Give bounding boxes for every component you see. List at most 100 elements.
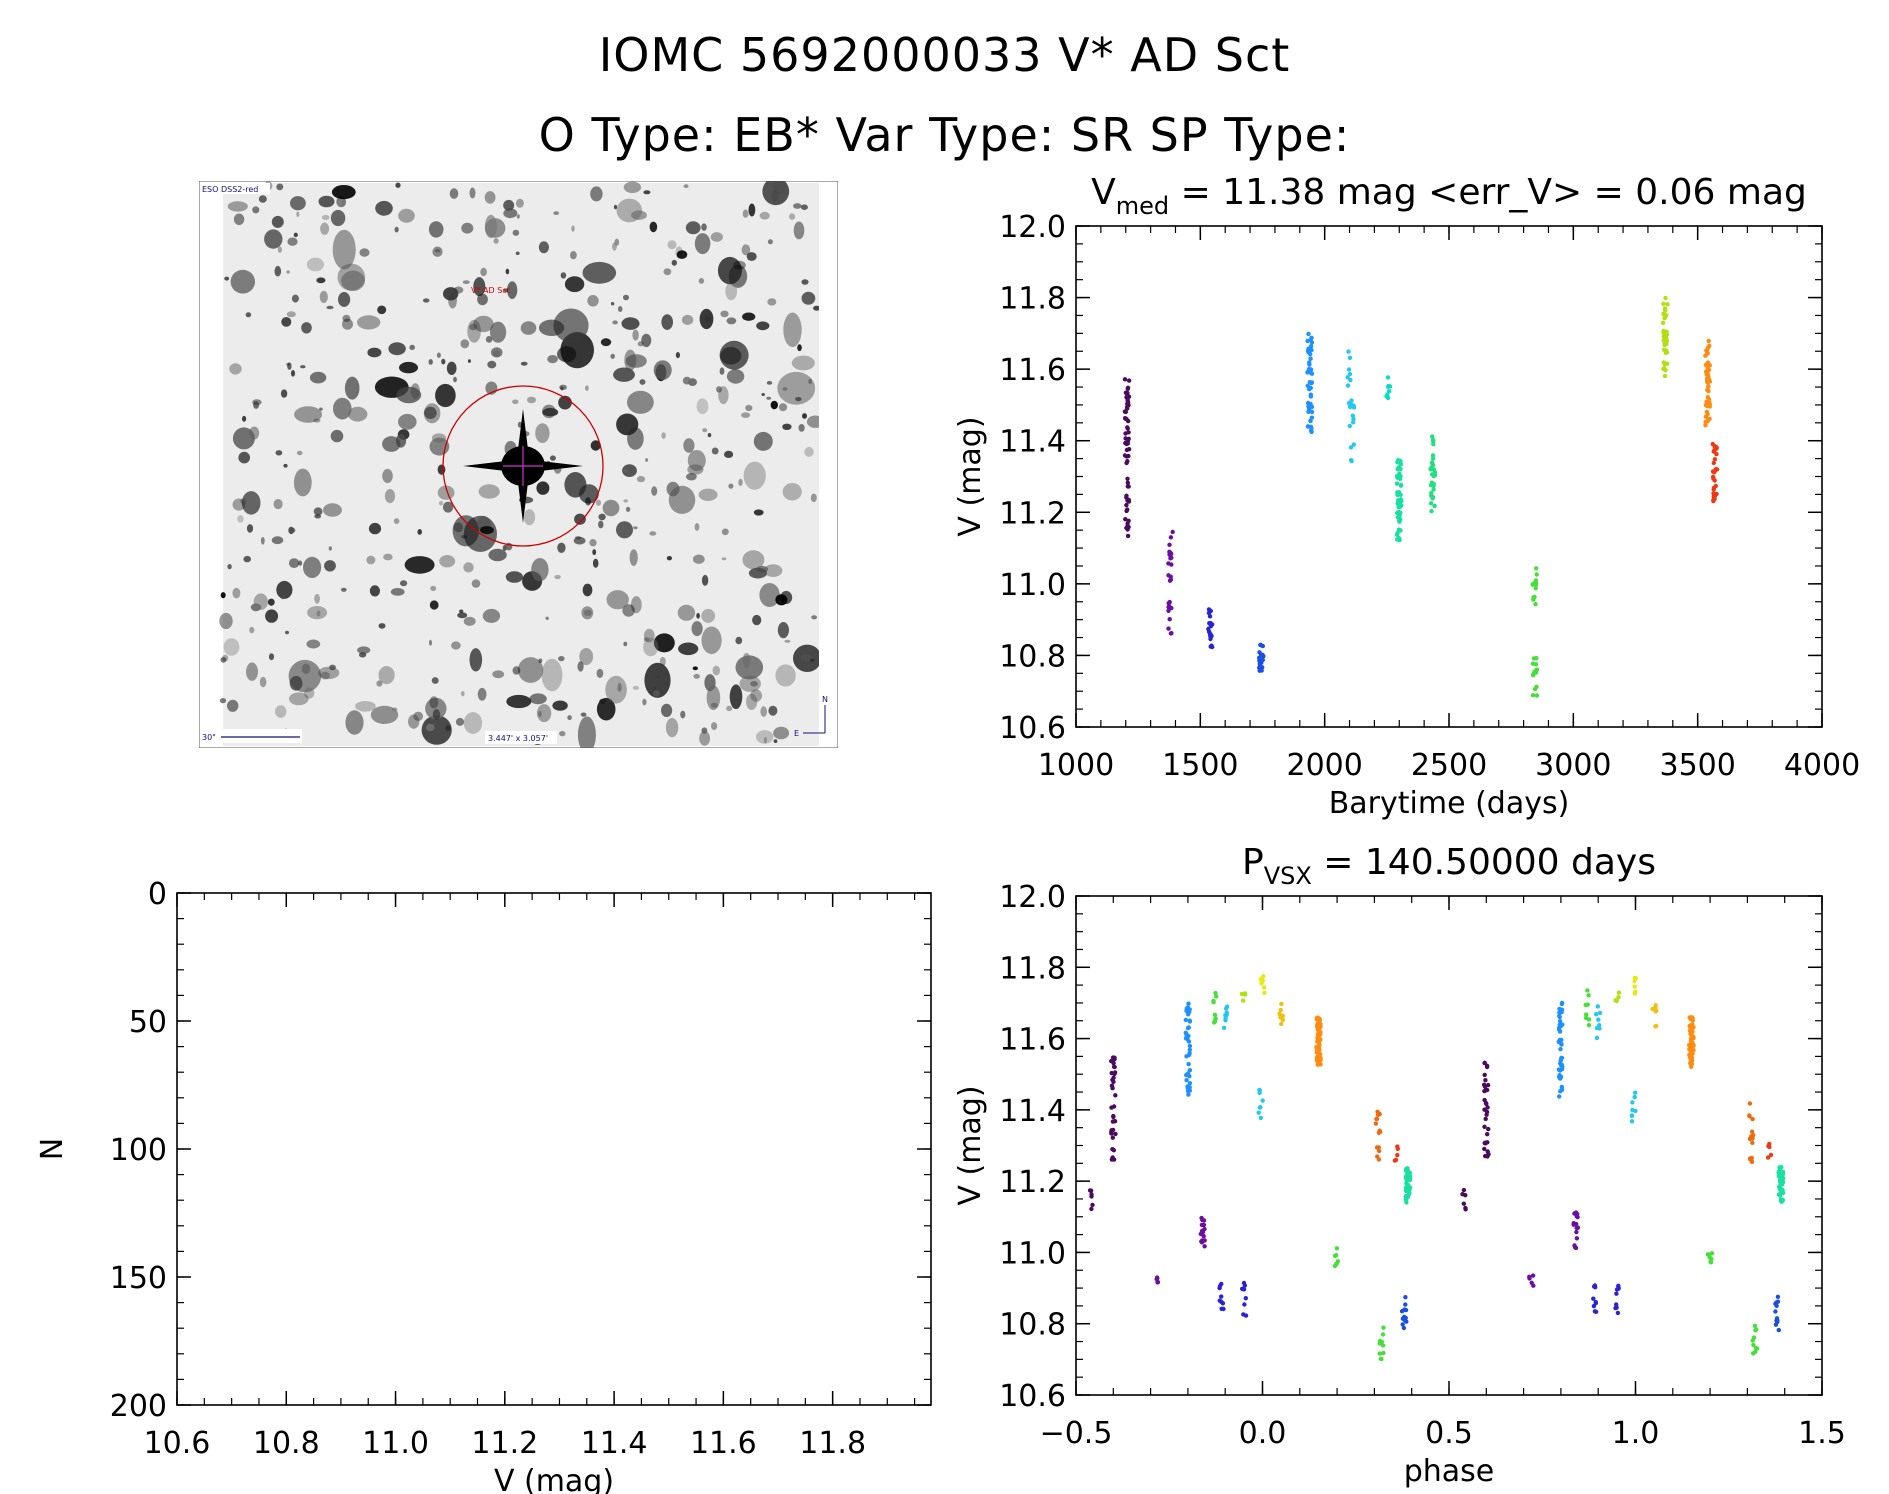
- data-point: [1345, 383, 1351, 388]
- data-point: [1710, 469, 1716, 474]
- field-star: [717, 256, 742, 285]
- field-star: [332, 229, 356, 270]
- data-point: [1559, 1063, 1564, 1068]
- data-point: [1405, 1170, 1410, 1176]
- field-star: [432, 246, 443, 257]
- data-point: [1112, 1055, 1117, 1060]
- data-point: [1747, 1136, 1753, 1142]
- data-point: [1664, 350, 1670, 355]
- data-point: [1317, 1047, 1322, 1053]
- field-star: [453, 376, 457, 383]
- data-point: [1206, 610, 1212, 616]
- data-point: [1213, 990, 1218, 996]
- plot-frame: [1075, 895, 1823, 1396]
- field-star: [331, 185, 356, 200]
- field-star: [612, 242, 617, 251]
- field-star: [490, 321, 507, 343]
- data-point: [1559, 1007, 1565, 1012]
- field-star: [649, 221, 658, 233]
- data-point: [1404, 1186, 1410, 1192]
- data-point: [1124, 493, 1129, 498]
- field-star: [547, 355, 558, 364]
- field-star: [676, 250, 688, 259]
- data-point: [1664, 332, 1670, 337]
- data-point: [1689, 1015, 1694, 1020]
- data-point: [1109, 1083, 1115, 1088]
- field-star: [701, 626, 722, 655]
- data-point: [1398, 458, 1403, 464]
- finder-right-margin: [819, 182, 837, 747]
- data-point: [1712, 493, 1718, 499]
- data-point: [1559, 1066, 1565, 1072]
- data-point: [1398, 474, 1403, 479]
- field-star: [558, 656, 565, 662]
- data-point: [1125, 476, 1130, 481]
- field-star: [478, 484, 500, 499]
- data-point: [1704, 399, 1709, 404]
- data-point: [1703, 419, 1708, 425]
- x-tick-label: 0.5: [1425, 1416, 1473, 1451]
- data-point: [1308, 392, 1314, 397]
- data-point: [1404, 1193, 1409, 1199]
- data-point: [1110, 1086, 1115, 1091]
- field-star: [624, 349, 637, 371]
- data-point: [1309, 347, 1314, 353]
- data-point: [1277, 1011, 1282, 1017]
- field-star: [707, 433, 712, 438]
- data-point: [1688, 1023, 1693, 1028]
- data-point: [1125, 498, 1130, 503]
- data-point: [1124, 502, 1129, 508]
- data-point: [1125, 425, 1130, 430]
- field-star: [721, 557, 727, 561]
- data-point: [1170, 529, 1175, 535]
- data-point: [1556, 1039, 1561, 1045]
- data-point: [1087, 1188, 1093, 1193]
- data-point: [1345, 375, 1350, 380]
- data-point: [1705, 345, 1711, 350]
- data-point: [1527, 1276, 1532, 1281]
- field-star: [623, 294, 629, 301]
- data-point: [1661, 366, 1666, 371]
- data-point: [1224, 1004, 1230, 1009]
- data-point: [1597, 1022, 1602, 1028]
- field-star: [233, 213, 245, 226]
- data-point: [1776, 1170, 1782, 1176]
- data-point: [1347, 423, 1353, 429]
- data-point: [1315, 1035, 1321, 1040]
- data-point: [1125, 439, 1131, 444]
- data-point: [1221, 1306, 1226, 1312]
- data-point: [1387, 384, 1393, 389]
- data-point: [1378, 1356, 1384, 1362]
- field-star: [808, 378, 812, 385]
- field-star: [455, 717, 465, 726]
- data-point: [1257, 658, 1262, 663]
- data-point: [1690, 1049, 1695, 1054]
- data-point: [1706, 384, 1711, 389]
- data-point: [1187, 1085, 1192, 1090]
- data-point: [1185, 1071, 1191, 1076]
- field-star: [316, 610, 321, 617]
- field-star: [443, 287, 459, 301]
- field-star: [463, 712, 483, 734]
- data-point: [1334, 1246, 1340, 1251]
- data-point: [1399, 498, 1404, 504]
- plot-title: PVSX = 140.50000 days: [1242, 842, 1656, 890]
- field-star: [764, 564, 783, 577]
- field-star: [505, 268, 510, 275]
- field-star: [394, 226, 399, 233]
- data-point: [1533, 602, 1538, 607]
- data-point: [1316, 1032, 1321, 1038]
- data-point: [1662, 315, 1668, 320]
- field-star: [487, 360, 497, 369]
- field-star: [686, 473, 697, 481]
- title-text: = 140.50000 days: [1312, 842, 1656, 883]
- data-point: [1318, 1055, 1323, 1061]
- field-star: [694, 523, 700, 531]
- data-point: [1209, 634, 1214, 639]
- field-star: [330, 209, 346, 227]
- data-point: [1242, 1302, 1247, 1307]
- data-point: [1430, 434, 1435, 439]
- field-star: [775, 664, 796, 687]
- field-star: [275, 705, 287, 718]
- data-point: [1123, 517, 1128, 522]
